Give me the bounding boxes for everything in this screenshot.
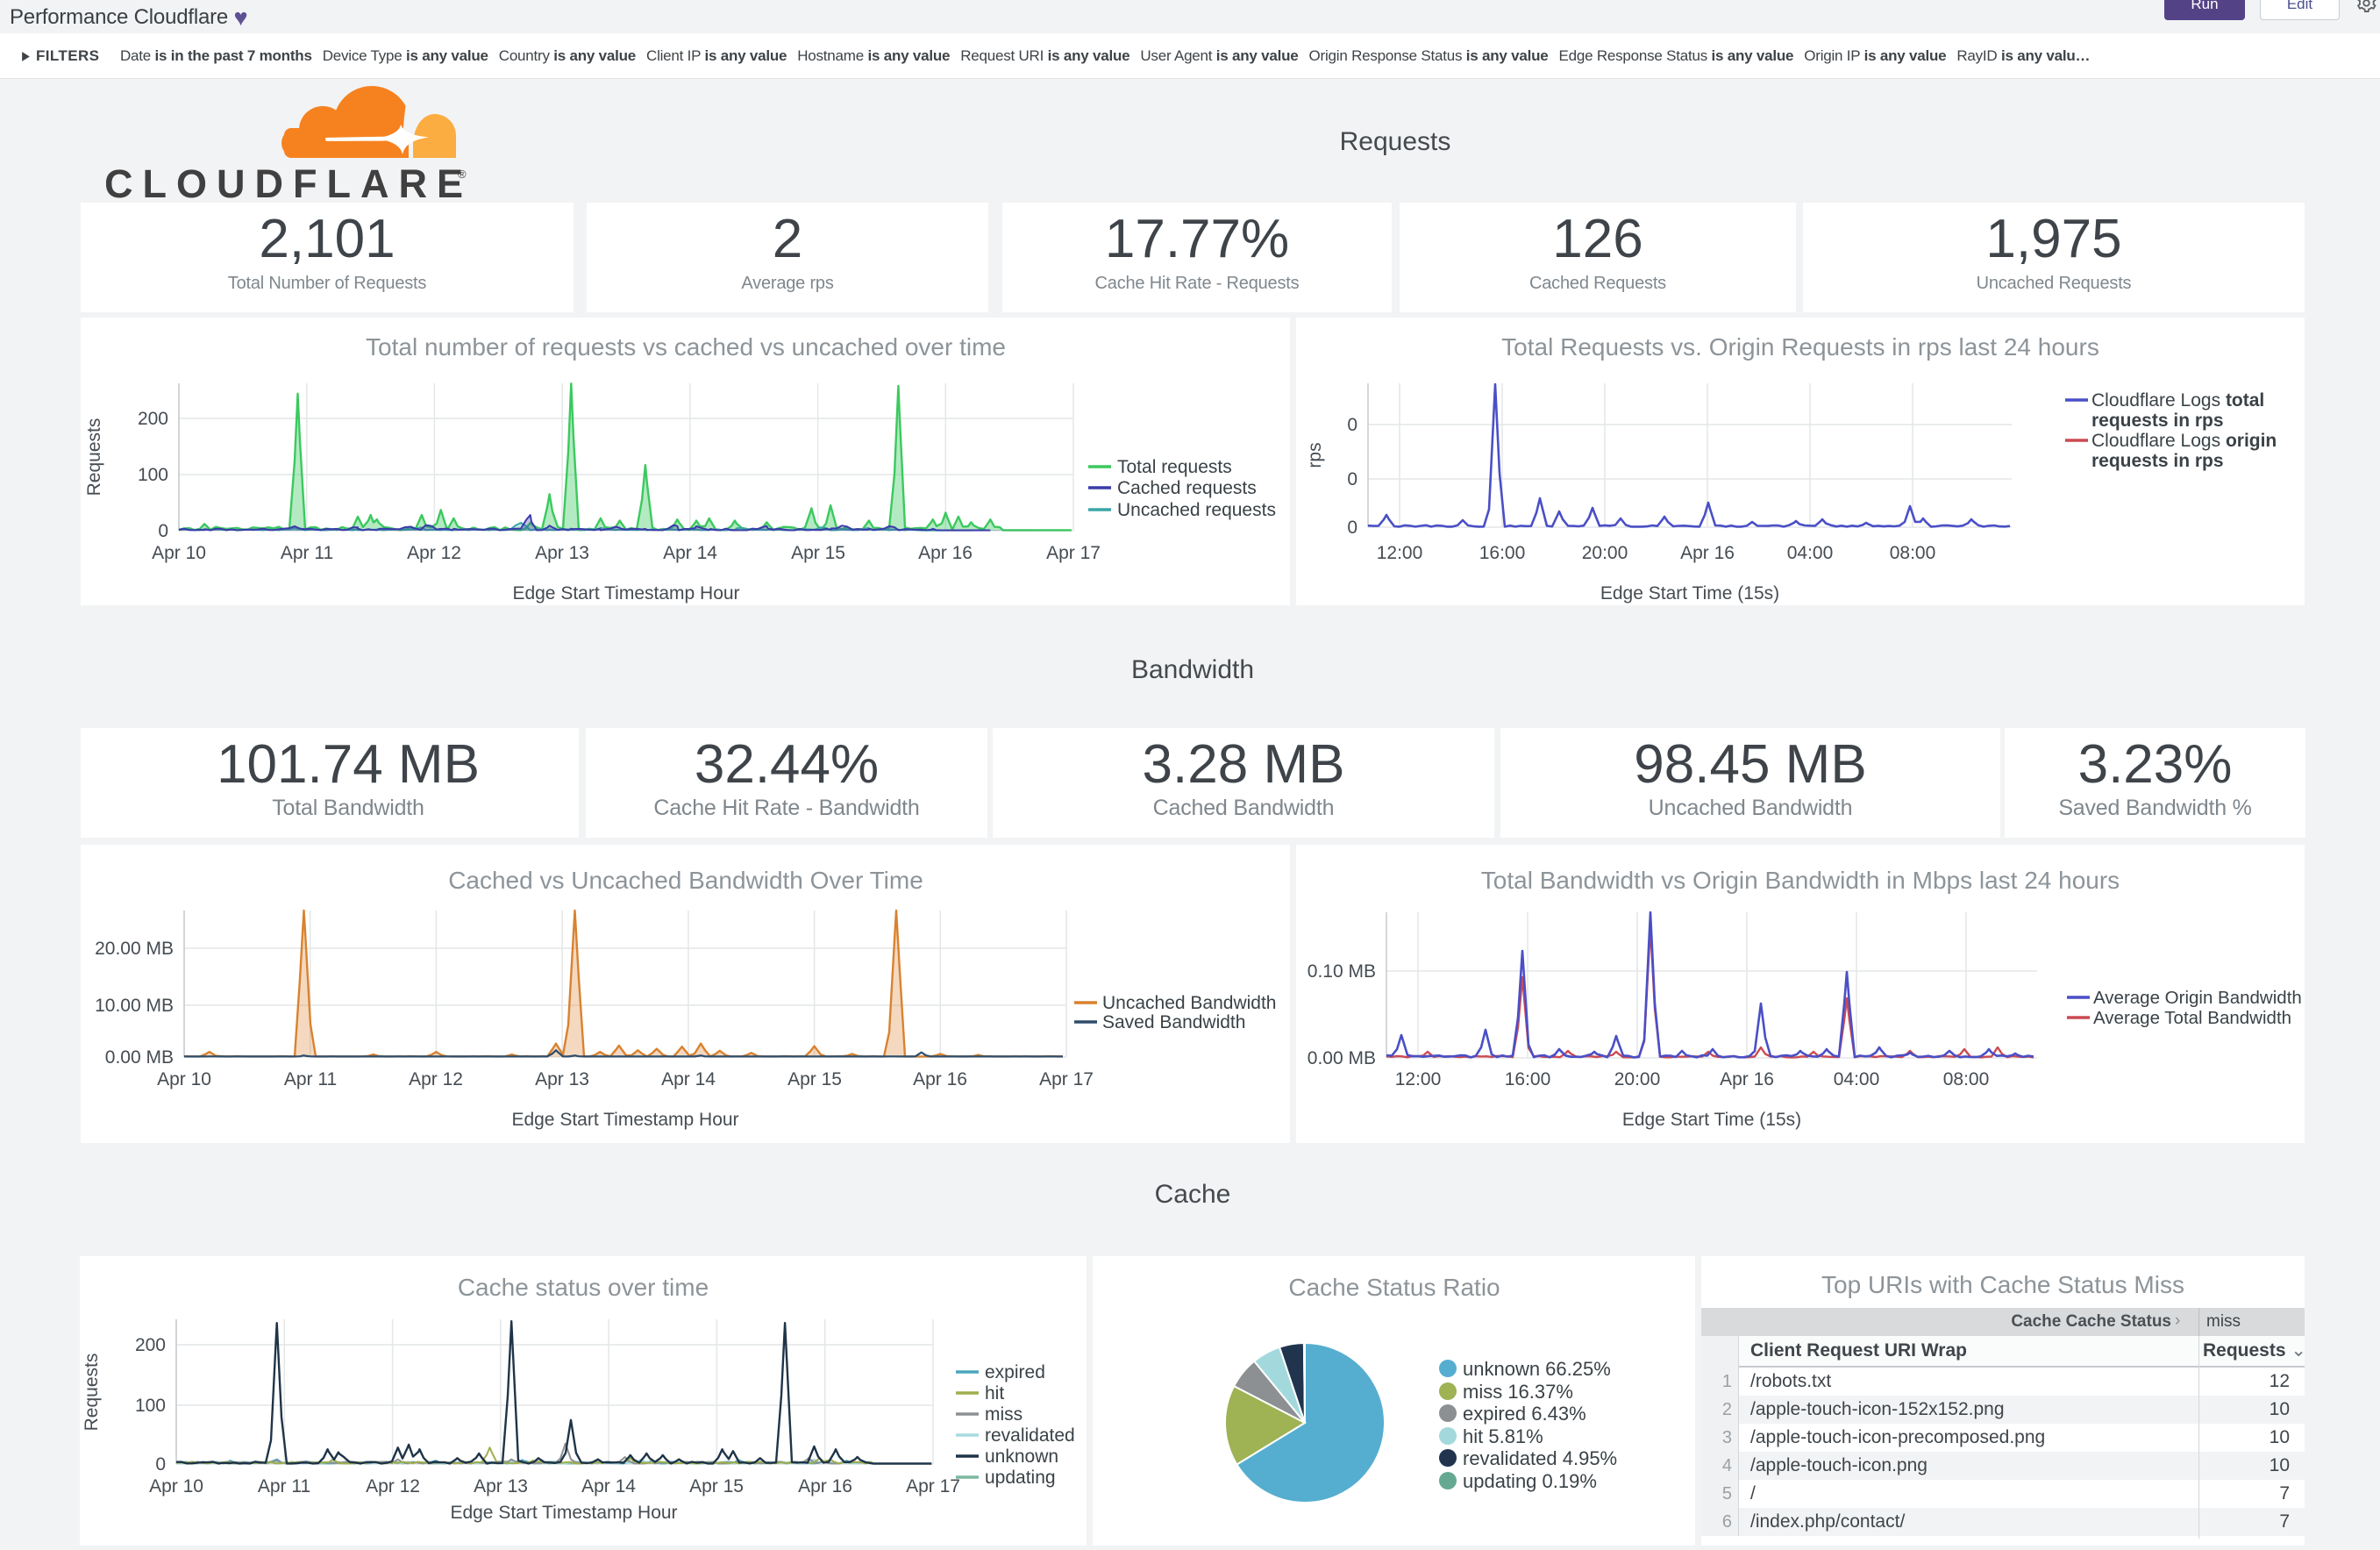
svg-text:Apr 11: Apr 11 [281, 543, 333, 563]
svg-text:unknown: unknown [985, 1446, 1058, 1467]
svg-text:12:00: 12:00 [1377, 543, 1423, 563]
svg-text:0: 0 [1347, 518, 1357, 538]
svg-text:requests in rps: requests in rps [2091, 411, 2224, 431]
svg-text:Apr 15: Apr 15 [689, 1476, 744, 1496]
svg-text:20.00 MB: 20.00 MB [95, 939, 174, 959]
svg-text:Apr 10: Apr 10 [157, 1069, 211, 1089]
svg-text:Apr 11: Apr 11 [258, 1476, 310, 1496]
svg-text:Requests: Requests [84, 418, 104, 496]
svg-text:Apr 14: Apr 14 [663, 543, 717, 563]
svg-text:Cached vs Uncached Bandwidth O: Cached vs Uncached Bandwidth Over Time [448, 867, 923, 894]
svg-text:08:00: 08:00 [1943, 1069, 1990, 1089]
svg-text:Requests: Requests [82, 1354, 102, 1432]
svg-text:Apr 12: Apr 12 [409, 1069, 463, 1089]
svg-text:Uncached requests: Uncached requests [1117, 500, 1276, 520]
svg-text:requests in rps: requests in rps [2091, 451, 2224, 471]
svg-text:200: 200 [135, 1335, 166, 1355]
svg-text:0.00 MB: 0.00 MB [1308, 1048, 1376, 1068]
svg-text:expired: expired [985, 1362, 1045, 1382]
svg-text:16:00: 16:00 [1479, 543, 1526, 563]
svg-text:Apr 11: Apr 11 [284, 1069, 337, 1089]
svg-text:Cloudflare Logs total: Cloudflare Logs total [2091, 390, 2264, 411]
svg-text:®: ® [458, 168, 467, 181]
svg-text:Apr 16: Apr 16 [1720, 1069, 1774, 1089]
svg-text:Edge Start Timestamp Hour: Edge Start Timestamp Hour [512, 583, 739, 604]
svg-text:20:00: 20:00 [1614, 1069, 1661, 1089]
svg-text:revalidated 4.95%: revalidated 4.95% [1463, 1447, 1617, 1469]
svg-text:Saved Bandwidth: Saved Bandwidth [1102, 1012, 1245, 1032]
svg-text:0: 0 [155, 1454, 166, 1475]
svg-text:Apr 15: Apr 15 [791, 543, 845, 563]
svg-text:Edge Start Timestamp Hour: Edge Start Timestamp Hour [511, 1110, 738, 1130]
svg-text:Total requests: Total requests [1117, 457, 1232, 477]
svg-text:0: 0 [158, 521, 168, 541]
svg-text:Apr 17: Apr 17 [1046, 543, 1101, 563]
svg-text:Edge Start Time (15s): Edge Start Time (15s) [1622, 1110, 1801, 1130]
svg-text:Apr 16: Apr 16 [798, 1476, 852, 1496]
svg-text:Apr 10: Apr 10 [149, 1476, 203, 1496]
svg-text:04:00: 04:00 [1834, 1069, 1880, 1089]
svg-text:Apr 14: Apr 14 [661, 1069, 716, 1089]
svg-text:0: 0 [1347, 469, 1357, 489]
svg-text:miss: miss [985, 1404, 1023, 1425]
svg-text:20:00: 20:00 [1582, 543, 1628, 563]
svg-text:hit: hit [985, 1383, 1004, 1404]
svg-text:Uncached Bandwidth: Uncached Bandwidth [1102, 993, 1276, 1013]
svg-text:100: 100 [138, 465, 168, 485]
svg-text:04:00: 04:00 [1787, 543, 1834, 563]
svg-text:Total number of requests vs ca: Total number of requests vs cached vs un… [366, 333, 1006, 361]
svg-text:Apr 13: Apr 13 [474, 1476, 528, 1496]
svg-text:Apr 17: Apr 17 [1039, 1069, 1094, 1089]
svg-text:miss 16.37%: miss 16.37% [1463, 1381, 1573, 1403]
svg-text:200: 200 [138, 409, 168, 429]
svg-text:Cached requests: Cached requests [1117, 478, 1257, 498]
svg-text:CLOUDFLARE: CLOUDFLARE [106, 161, 467, 200]
svg-text:Apr 13: Apr 13 [535, 1069, 589, 1089]
svg-text:Average Origin Bandwidth: Average Origin Bandwidth [2093, 988, 2302, 1008]
svg-text:Apr 16: Apr 16 [1680, 543, 1735, 563]
svg-text:Apr 15: Apr 15 [787, 1069, 842, 1089]
svg-text:0.10 MB: 0.10 MB [1308, 961, 1376, 982]
svg-text:Apr 13: Apr 13 [535, 543, 589, 563]
svg-text:10.00 MB: 10.00 MB [95, 996, 174, 1016]
svg-text:Cache Status Ratio: Cache Status Ratio [1288, 1274, 1500, 1301]
svg-text:Apr 16: Apr 16 [913, 1069, 967, 1089]
svg-text:12:00: 12:00 [1395, 1069, 1442, 1089]
svg-text:updating: updating [985, 1468, 1056, 1488]
svg-text:Cache status over time: Cache status over time [458, 1274, 709, 1301]
svg-text:Apr 16: Apr 16 [918, 543, 973, 563]
svg-text:Edge Start Time (15s): Edge Start Time (15s) [1600, 583, 1779, 604]
svg-text:Apr 14: Apr 14 [581, 1476, 636, 1496]
svg-text:100: 100 [135, 1396, 166, 1416]
svg-text:0.00 MB: 0.00 MB [105, 1047, 174, 1068]
svg-text:Apr 10: Apr 10 [152, 543, 206, 563]
svg-text:unknown 66.25%: unknown 66.25% [1463, 1358, 1611, 1380]
svg-text:Apr 17: Apr 17 [906, 1476, 960, 1496]
svg-text:Apr 12: Apr 12 [407, 543, 461, 563]
svg-text:hit 5.81%: hit 5.81% [1463, 1425, 1543, 1447]
svg-text:08:00: 08:00 [1890, 543, 1936, 563]
svg-text:Edge Start Timestamp Hour: Edge Start Timestamp Hour [450, 1503, 677, 1523]
svg-text:updating 0.19%: updating 0.19% [1463, 1470, 1597, 1492]
svg-text:0: 0 [1347, 415, 1357, 435]
svg-text:Cloudflare Logs origin: Cloudflare Logs origin [2091, 431, 2277, 451]
svg-text:Apr 12: Apr 12 [366, 1476, 420, 1496]
svg-text:Average Total Bandwidth: Average Total Bandwidth [2093, 1008, 2291, 1028]
svg-text:Total Requests vs. Origin Requ: Total Requests vs. Origin Requests in rp… [1501, 333, 2099, 361]
svg-text:revalidated: revalidated [985, 1425, 1075, 1446]
svg-text:Total Bandwidth vs Origin Band: Total Bandwidth vs Origin Bandwidth in M… [1481, 867, 2120, 894]
svg-text:expired 6.43%: expired 6.43% [1463, 1403, 1586, 1425]
svg-text:rps: rps [1305, 442, 1325, 468]
svg-text:16:00: 16:00 [1505, 1069, 1551, 1089]
